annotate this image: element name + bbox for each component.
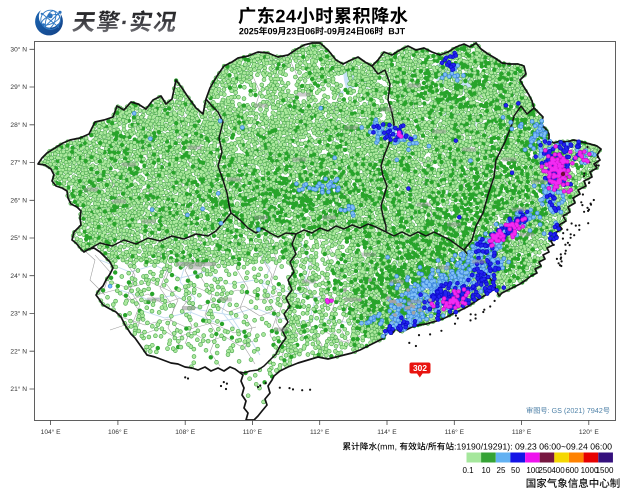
svg-text:23° N: 23° N xyxy=(10,310,27,318)
svg-text:28° N: 28° N xyxy=(10,121,27,129)
svg-text:30° N: 30° N xyxy=(10,46,27,54)
svg-text:400: 400 xyxy=(551,466,565,475)
svg-text:116° E: 116° E xyxy=(445,428,465,436)
svg-text:112° E: 112° E xyxy=(310,428,330,436)
svg-text:50: 50 xyxy=(511,466,520,475)
svg-text:108° E: 108° E xyxy=(175,428,195,436)
svg-text:114° E: 114° E xyxy=(377,428,397,436)
svg-text:600: 600 xyxy=(565,466,579,475)
svg-text:110° E: 110° E xyxy=(243,428,263,436)
svg-text:0.1: 0.1 xyxy=(462,466,474,475)
svg-text:29° N: 29° N xyxy=(10,83,27,91)
svg-text:25° N: 25° N xyxy=(10,234,27,242)
svg-text:1000: 1000 xyxy=(581,466,599,475)
svg-text:10: 10 xyxy=(482,466,491,475)
svg-text:100: 100 xyxy=(526,466,540,475)
svg-text:21° N: 21° N xyxy=(10,385,27,393)
svg-text:120° E: 120° E xyxy=(579,428,599,436)
svg-text:104° E: 104° E xyxy=(41,428,61,436)
svg-text:118° E: 118° E xyxy=(512,428,532,436)
svg-text:22° N: 22° N xyxy=(10,347,27,355)
svg-text:27° N: 27° N xyxy=(10,159,27,167)
svg-text:24° N: 24° N xyxy=(10,272,27,280)
svg-text:106° E: 106° E xyxy=(108,428,128,436)
svg-text:26° N: 26° N xyxy=(10,197,27,205)
svg-text:1500: 1500 xyxy=(596,466,614,475)
svg-text:250: 250 xyxy=(538,466,552,475)
svg-text:25: 25 xyxy=(497,466,506,475)
svg-text:302: 302 xyxy=(413,363,427,373)
